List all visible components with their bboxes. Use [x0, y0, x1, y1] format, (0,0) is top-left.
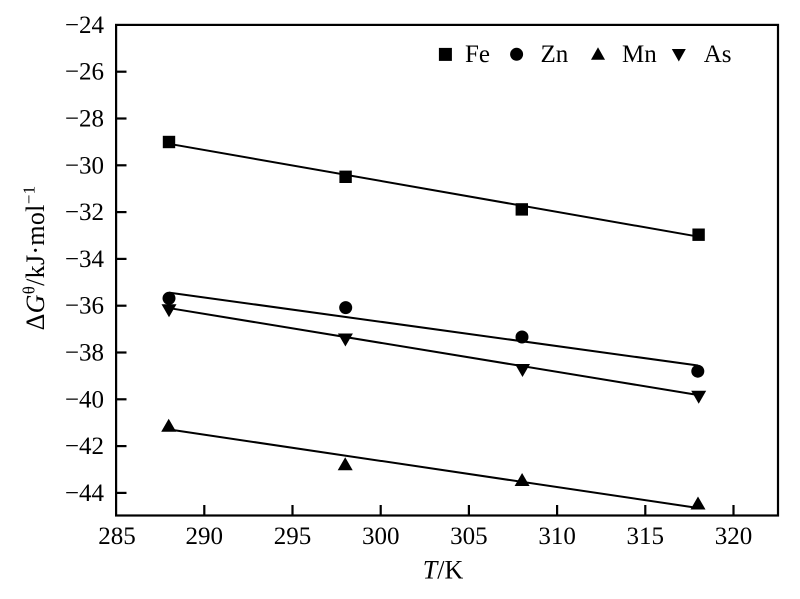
svg-text:295: 295 [274, 523, 312, 550]
svg-text:Mn: Mn [622, 41, 657, 68]
svg-text:Fe: Fe [465, 41, 490, 68]
svg-text:−38: −38 [65, 340, 104, 367]
svg-text:300: 300 [362, 523, 400, 550]
svg-text:−28: −28 [65, 106, 104, 133]
svg-text:−42: −42 [65, 433, 104, 460]
svg-text:T/K: T/K [423, 556, 464, 585]
svg-text:−40: −40 [65, 386, 104, 413]
svg-text:315: 315 [627, 523, 665, 550]
svg-text:−32: −32 [65, 199, 104, 226]
svg-text:−36: −36 [65, 293, 104, 320]
svg-text:−44: −44 [65, 480, 105, 507]
svg-text:290: 290 [186, 523, 224, 550]
svg-text:305: 305 [450, 523, 488, 550]
svg-text:ΔGθ/kJ·mol−1: ΔGθ/kJ·mol−1 [20, 186, 51, 331]
svg-text:−34: −34 [65, 246, 105, 273]
svg-text:Zn: Zn [541, 41, 569, 68]
svg-text:320: 320 [715, 523, 753, 550]
svg-text:−24: −24 [65, 12, 105, 39]
svg-text:−26: −26 [65, 59, 104, 86]
svg-text:As: As [704, 41, 732, 68]
svg-text:−30: −30 [65, 152, 104, 179]
svg-text:310: 310 [538, 523, 576, 550]
svg-text:285: 285 [98, 523, 136, 550]
